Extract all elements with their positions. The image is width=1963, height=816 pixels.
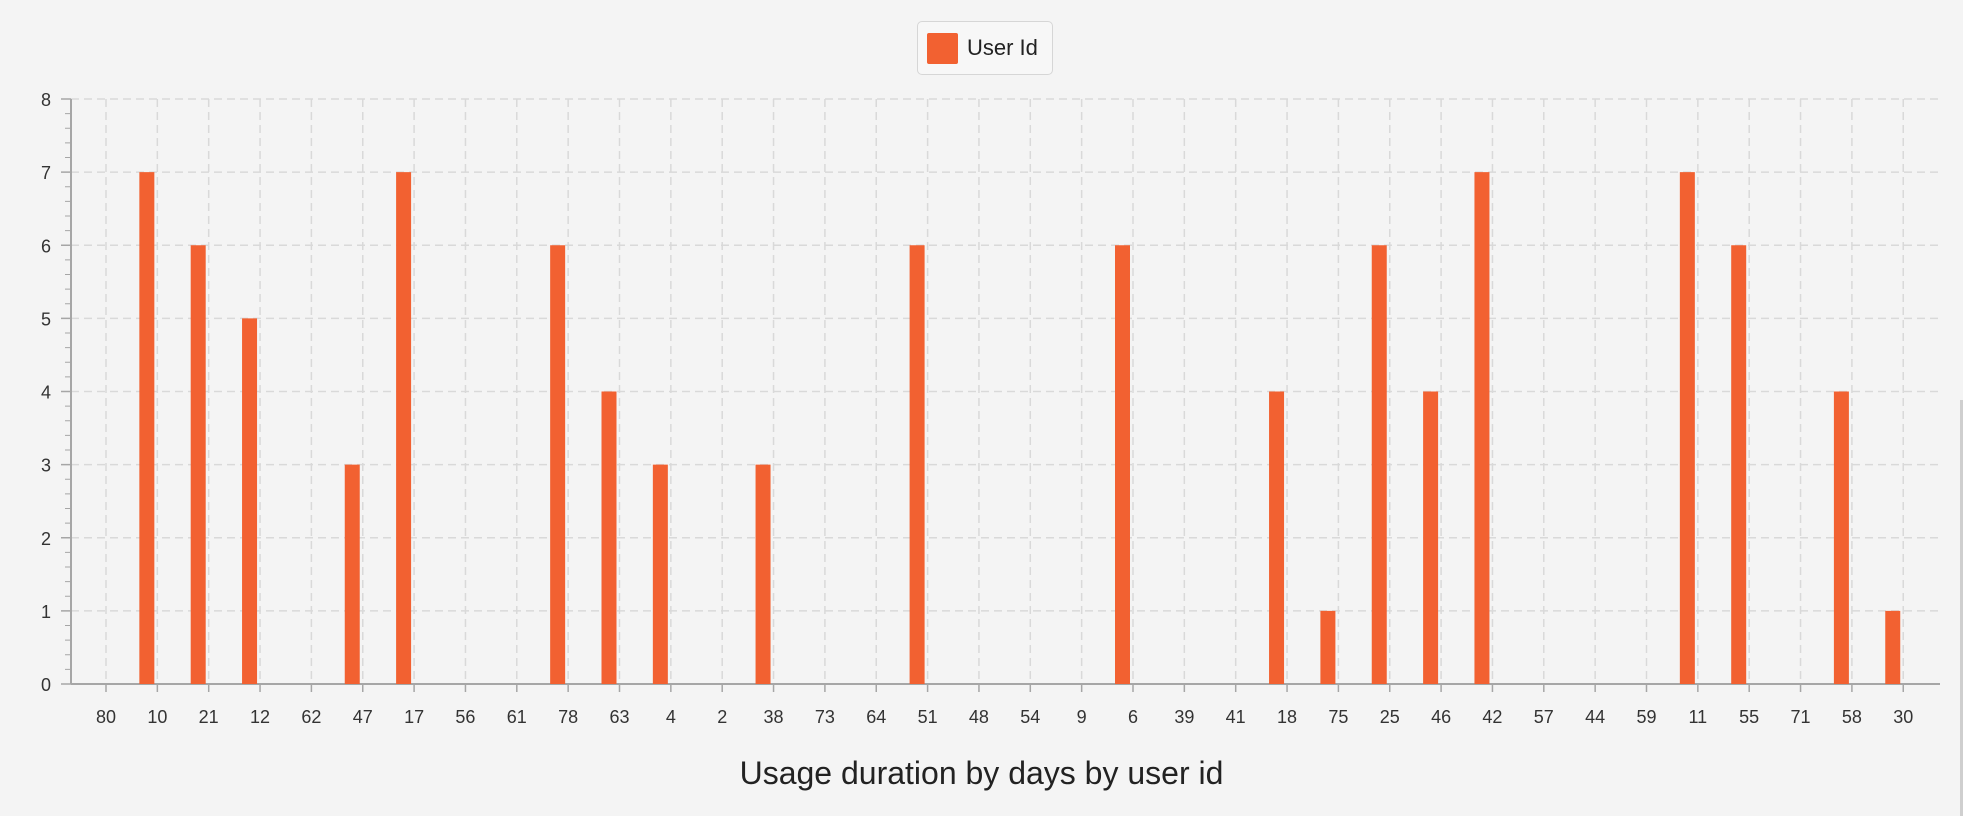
- bar: [1731, 245, 1747, 684]
- y-tick-label: 3: [41, 456, 51, 476]
- legend: User Id: [917, 21, 1053, 75]
- bar-series: [139, 172, 1901, 684]
- bar: [550, 245, 566, 684]
- x-tick-labels: 80 10 21 12 62 47 17 56 61 78 63 4 2 38 73 64 51 48 54 9 6 39…: [96, 707, 1913, 727]
- x-tick-label: 2: [717, 707, 727, 727]
- y-tick-label: 6: [41, 236, 51, 256]
- bar: [652, 464, 668, 684]
- x-tick-label: 48: [969, 707, 989, 727]
- bar: [242, 318, 258, 684]
- x-tick-label: 42: [1482, 707, 1502, 727]
- bar: [190, 245, 206, 684]
- y-tick-labels: 0 1 2 3 4 5 6 7 8: [41, 90, 51, 695]
- x-tick-label: 46: [1431, 707, 1451, 727]
- bar: [1269, 391, 1285, 684]
- x-tick-label: 47: [353, 707, 373, 727]
- x-tick-label: 58: [1842, 707, 1862, 727]
- bar: [1833, 391, 1849, 684]
- legend-swatch: [927, 32, 958, 64]
- x-tick-label: 41: [1226, 707, 1246, 727]
- bar: [1371, 245, 1387, 684]
- x-tick-label: 21: [199, 707, 219, 727]
- x-tick-label: 38: [764, 707, 784, 727]
- bar: [909, 245, 925, 684]
- bar: [601, 391, 617, 684]
- x-tick-label: 59: [1636, 707, 1656, 727]
- x-tick-label: 62: [301, 707, 321, 727]
- chart-title: Usage duration by days by user id: [739, 755, 1224, 791]
- bar: [396, 172, 412, 684]
- x-tick-label: 51: [918, 707, 938, 727]
- x-tick-label: 61: [507, 707, 527, 727]
- axes: [61, 98, 1940, 692]
- x-tick-label: 78: [558, 707, 578, 727]
- bar: [1320, 610, 1336, 684]
- x-tick-label: 39: [1174, 707, 1194, 727]
- y-tick-label: 1: [41, 602, 51, 622]
- grid-lines: [71, 98, 1940, 684]
- x-tick-label: 63: [609, 707, 629, 727]
- y-tick-label: 2: [41, 529, 51, 549]
- x-tick-label: 55: [1739, 707, 1759, 727]
- y-tick-label: 4: [41, 383, 51, 403]
- x-tick-label: 6: [1128, 707, 1138, 727]
- y-tick-label: 7: [41, 163, 51, 183]
- x-tick-label: 30: [1893, 707, 1913, 727]
- x-tick-label: 18: [1277, 707, 1297, 727]
- x-tick-label: 4: [666, 707, 676, 727]
- window-edge: [1960, 400, 1963, 816]
- bar: [755, 464, 771, 684]
- bar: [1423, 391, 1439, 684]
- x-tick-label: 10: [147, 707, 167, 727]
- x-tick-label: 71: [1791, 707, 1811, 727]
- x-tick-label: 80: [96, 707, 116, 727]
- x-tick-label: 12: [250, 707, 270, 727]
- x-tick-label: 11: [1689, 707, 1708, 727]
- bar: [1115, 245, 1130, 684]
- x-tick-label: 64: [866, 707, 886, 727]
- bar: [1679, 172, 1695, 684]
- bar: [1474, 172, 1490, 684]
- x-tick-label: 17: [404, 707, 424, 727]
- y-tick-label: 5: [41, 309, 51, 329]
- bar: [344, 464, 360, 684]
- x-tick-label: 75: [1328, 707, 1348, 727]
- bar: [1885, 610, 1901, 684]
- x-tick-label: 56: [455, 707, 475, 727]
- x-tick-label: 9: [1077, 707, 1087, 727]
- bar: [139, 172, 155, 684]
- x-tick-label: 25: [1380, 707, 1400, 727]
- x-tick-label: 44: [1585, 707, 1605, 727]
- y-tick-label: 8: [41, 90, 51, 110]
- y-tick-label: 0: [41, 675, 51, 695]
- legend-label: User Id: [967, 35, 1038, 60]
- x-tick-label: 73: [815, 707, 835, 727]
- x-tick-label: 54: [1020, 707, 1040, 727]
- x-tick-label: 57: [1534, 707, 1554, 727]
